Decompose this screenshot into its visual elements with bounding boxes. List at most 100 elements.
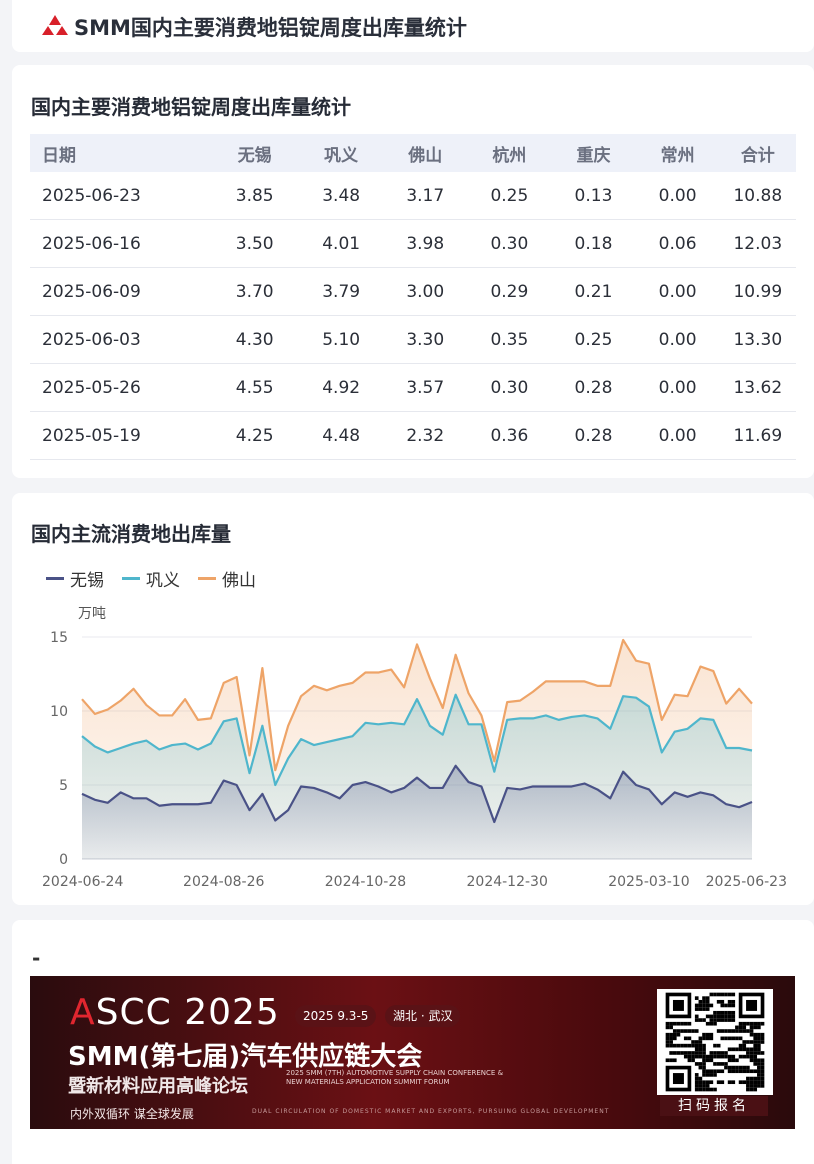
conference-banner[interactable]: ASCC 2025 2025 9.3-5 湖北 · 武汉 SMM(第七届)汽车供… (30, 976, 795, 1129)
table-cell: 3.50 (210, 219, 300, 268)
y-tick-label: 15 (50, 630, 68, 646)
table-cell: 10.88 (719, 172, 796, 220)
event-location-badge: 湖北 · 武汉 (385, 1005, 461, 1027)
column-header: 重庆 (576, 145, 611, 166)
series-area (82, 765, 752, 859)
table-title: 国内主要消费地铝锭周度出库量统计 (31, 95, 351, 119)
column-header: 巩义 (324, 145, 359, 166)
table-cell: 3.79 (299, 267, 384, 316)
legend-label: 巩义 (146, 571, 180, 591)
table-cell: 5.10 (299, 315, 384, 364)
table-cell: 0.00 (635, 363, 720, 412)
legend-label: 无锡 (70, 571, 104, 591)
banner-english: 2025 SMM (7TH) AUTOMOTIVE SUPPLY CHAIN C… (286, 1069, 504, 1086)
stock-table: 日期 无锡 巩义 佛山 杭州 重庆 常州 合计 2025-06-23 3.85 3.48 3.17 0… (30, 134, 796, 460)
table-cell: 0.21 (551, 267, 636, 316)
series-line-佛山 (81, 638, 753, 772)
ad-card: - ASCC 2025 2025 9.3-5 湖北 · 武汉 SMM(第七届)汽… (12, 920, 814, 1164)
legend-swatch (198, 577, 216, 580)
table-cell: 0.00 (635, 267, 720, 316)
y-tick-label: 5 (59, 778, 68, 794)
x-tick-label: 2024-10-28 (325, 874, 406, 890)
table-cell: 0.00 (635, 315, 720, 364)
table-row: 2025-06-09 3.70 3.79 3.00 0.29 0.21 0.00 10.99 (30, 267, 796, 316)
banner-footer-english: DUAL CIRCULATION OF DOMESTIC MARKET AND … (252, 1108, 610, 1115)
table-cell: 0.30 (467, 219, 552, 268)
table-cell: 2025-06-03 (30, 315, 211, 364)
table-card: 国内主要消费地铝锭周度出库量统计 日期 无锡 巩义 佛山 杭州 重庆 常州 合计 2025-0… (12, 65, 814, 478)
table-cell: 0.36 (467, 411, 552, 460)
table-cell: 3.70 (210, 267, 300, 316)
table-cell: 2025-06-09 (30, 267, 211, 316)
column-header: 常州 (660, 145, 695, 166)
x-tick-label: 2025-06-23 (706, 874, 787, 890)
table-cell: 13.30 (719, 315, 796, 364)
table-cell: 3.48 (299, 172, 384, 220)
column-header: 佛山 (408, 145, 443, 166)
column-header: 合计 (740, 145, 775, 166)
table-cell: 3.30 (383, 315, 468, 364)
chart-legend: 无锡 巩义 佛山 (46, 566, 256, 591)
register-label[interactable]: 扫码报名 (660, 1096, 768, 1116)
table-cell: 0.13 (551, 172, 636, 220)
table-cell: 10.99 (719, 267, 796, 316)
table-cell: 3.98 (383, 219, 468, 268)
table-cell: 4.48 (299, 411, 384, 460)
table-cell: 0.28 (551, 363, 636, 412)
banner-subline: 暨新材料应用高峰论坛 (68, 1076, 248, 1097)
table-cell: 2025-06-16 (30, 219, 211, 268)
banner-headline: SMM(第七届)汽车供应链大会 (68, 1042, 423, 1072)
legend-label: 佛山 (222, 571, 256, 591)
x-tick-label: 2024-12-30 (467, 874, 548, 890)
series-line-无锡 (81, 764, 753, 824)
y-tick-label: 10 (50, 704, 68, 720)
smm-logo-icon (42, 15, 68, 35)
banner-footer: 内外双循环 谋全球发展 (70, 1107, 194, 1121)
table-cell: 3.17 (383, 172, 468, 220)
table-cell: 4.55 (210, 363, 300, 412)
legend-item[interactable]: 佛山 (198, 566, 256, 591)
table-cell: 0.35 (467, 315, 552, 364)
legend-swatch (122, 577, 140, 580)
table-cell: 2025-05-26 (30, 363, 211, 412)
chart-plot: 0 5 10 15 2024-06-24 2024-08-26 2024-10-28 2024… (42, 630, 787, 890)
table-row: 2025-06-16 3.50 4.01 3.98 0.30 0.18 0.06 12.03 (30, 219, 796, 268)
chart-title: 国内主流消费地出库量 (31, 522, 231, 546)
table-cell: 0.25 (467, 172, 552, 220)
table-cell: 2025-06-23 (30, 172, 211, 220)
x-tick-label: 2024-08-26 (183, 874, 264, 890)
table-cell: 0.25 (551, 315, 636, 364)
page-title: SMM国内主要消费地铝锭周度出库量统计 (74, 16, 467, 40)
table-row: 2025-06-03 4.30 5.10 3.30 0.35 0.25 0.00 13.30 (30, 315, 796, 364)
table-cell: 4.01 (299, 219, 384, 268)
table-cell: 12.03 (719, 219, 796, 268)
table-cell: 13.62 (719, 363, 796, 412)
table-cell: 3.85 (210, 172, 300, 220)
x-tick-label: 2025-03-10 (608, 874, 689, 890)
x-tick-label: 2024-06-24 (42, 874, 123, 890)
table-cell: 2.32 (383, 411, 468, 460)
table-cell: 0.28 (551, 411, 636, 460)
column-header: 日期 (42, 145, 76, 166)
column-header: 杭州 (492, 145, 527, 166)
legend-item[interactable]: 无锡 (46, 566, 104, 591)
table-row: 2025-05-26 4.55 4.92 3.57 0.30 0.28 0.00 13.62 (30, 363, 796, 412)
table-cell: 0.00 (635, 172, 720, 220)
chart-card: 国内主流消费地出库量 无锡 巩义 佛山 万吨 0 5 10 15 2024-06-24 202… (12, 493, 814, 905)
ascc-logo: ASCC 2025 (70, 992, 280, 1033)
table-cell: 4.92 (299, 363, 384, 412)
table-row: 2025-06-23 3.85 3.48 3.17 0.25 0.13 0.00 10.88 (30, 172, 796, 220)
table-cell: 0.18 (551, 219, 636, 268)
ad-section-title: - (32, 946, 41, 970)
table-cell: 2025-05-19 (30, 411, 211, 460)
table-cell: 4.30 (210, 315, 300, 364)
qr-code-icon[interactable] (657, 989, 773, 1095)
header-bar: SMM国内主要消费地铝锭周度出库量统计 (12, 0, 814, 52)
y-tick-label: 0 (59, 852, 68, 868)
column-header: 无锡 (237, 145, 272, 166)
table-cell: 0.30 (467, 363, 552, 412)
table-cell: 4.25 (210, 411, 300, 460)
legend-swatch (46, 577, 64, 580)
table-cell: 11.69 (719, 411, 796, 460)
legend-item[interactable]: 巩义 (122, 566, 180, 591)
